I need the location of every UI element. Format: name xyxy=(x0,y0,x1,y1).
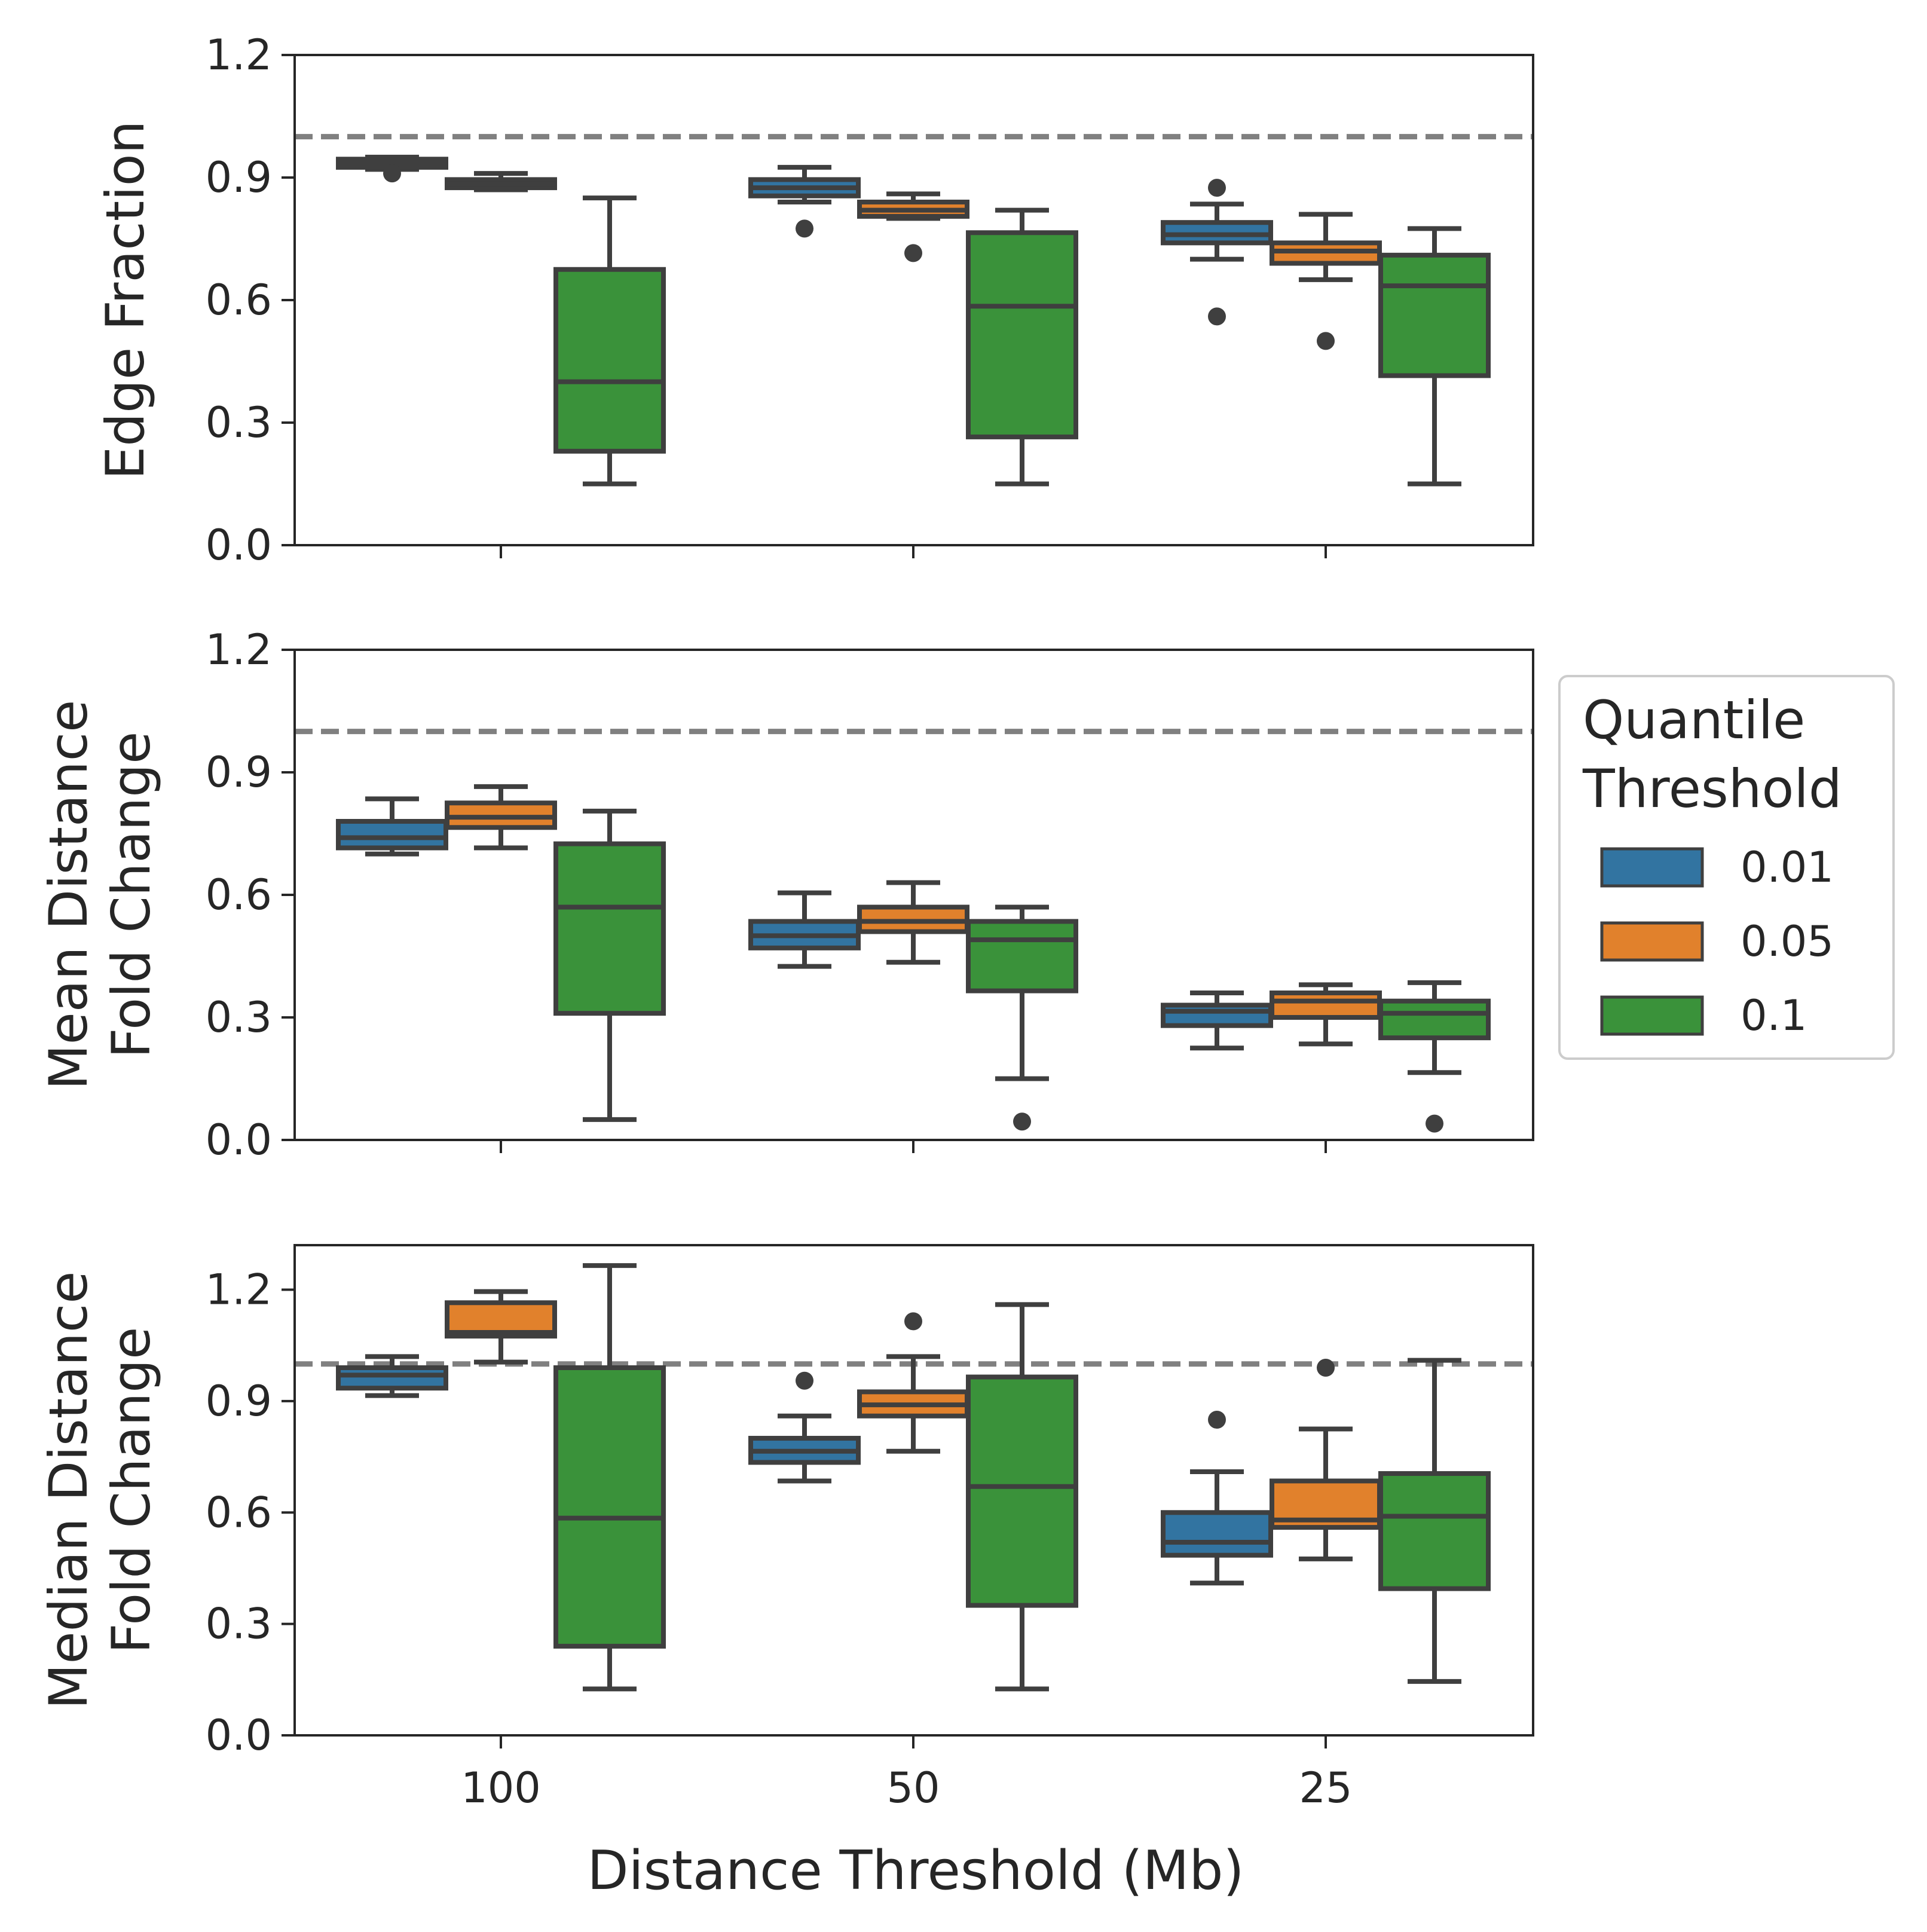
box-body xyxy=(553,267,666,454)
box-0.05-100 xyxy=(445,1289,557,1365)
x-axis-label: Distance Threshold (Mb) xyxy=(587,1839,1244,1902)
legend-swatch xyxy=(1600,995,1704,1036)
box-0.1-25 xyxy=(1378,980,1491,1133)
outlier-point xyxy=(1208,179,1226,197)
box-body xyxy=(1378,252,1491,378)
y-tick-label: 1.2 xyxy=(206,625,272,674)
panel-1: 0.0 0.3 0.6 0.9 1.2 Edge Fraction xyxy=(94,30,1534,570)
box-body xyxy=(553,1365,666,1649)
box-0.01-100 xyxy=(336,796,448,857)
y-tick-label: 0.0 xyxy=(206,1711,272,1760)
outlier-point xyxy=(1013,1112,1031,1131)
y-tick-label: 0.0 xyxy=(206,1115,272,1164)
box-0.1-100 xyxy=(553,1263,666,1692)
legend: Quantile Threshold 0.01 0.05 0.1 xyxy=(1558,675,1895,1060)
legend-swatch xyxy=(1600,921,1704,962)
legend-label: 0.1 xyxy=(1741,991,1807,1040)
legend-title: Quantile xyxy=(1583,689,1805,751)
y-tick-label: 0.6 xyxy=(206,870,272,919)
box-body xyxy=(1270,991,1382,1020)
box-0.1-25 xyxy=(1378,226,1491,487)
legend-label: 0.05 xyxy=(1741,917,1834,966)
x-tick-label: 50 xyxy=(886,1763,940,1812)
box-0.1-50 xyxy=(966,904,1078,1131)
y-tick-label: 0.0 xyxy=(206,521,272,570)
box-body xyxy=(1161,1510,1273,1558)
box-body xyxy=(336,1365,448,1391)
outlier-point xyxy=(383,164,401,183)
box-0.05-25 xyxy=(1270,982,1382,1047)
y-tick-label: 0.3 xyxy=(206,993,272,1042)
box-0.01-100 xyxy=(336,1354,448,1398)
y-axis-label: Median Distance xyxy=(38,1271,99,1710)
box-0.05-50 xyxy=(857,880,969,965)
legend-frame xyxy=(1558,675,1895,1060)
box-body xyxy=(966,919,1078,993)
y-tick-label: 0.9 xyxy=(206,748,272,797)
y-tick-label: 0.6 xyxy=(206,1488,272,1537)
x-tick-label: 100 xyxy=(461,1763,541,1812)
outlier-point xyxy=(1317,332,1335,350)
y-axis-label: Fold Change xyxy=(100,1327,162,1654)
panels: 0.0 0.3 0.6 0.9 1.2 Edge Fraction 0.0 0.3 0.6 0.9… xyxy=(38,30,1534,1812)
y-axis-label: Edge Fraction xyxy=(94,121,156,480)
box-0.1-25 xyxy=(1378,1358,1491,1684)
x-tick-label: 25 xyxy=(1299,1763,1352,1812)
box-body xyxy=(966,1374,1078,1608)
box-0.01-50 xyxy=(748,1371,861,1484)
box-0.05-50 xyxy=(857,191,969,262)
legend-title: Threshold xyxy=(1582,758,1842,820)
legend-label: 0.01 xyxy=(1741,843,1834,892)
outlier-point xyxy=(1208,1410,1226,1429)
y-tick-label: 0.3 xyxy=(206,1600,272,1649)
box-0.01-100 xyxy=(336,154,448,183)
box-0.01-50 xyxy=(748,890,861,969)
box-0.05-25 xyxy=(1270,212,1382,350)
box-0.05-50 xyxy=(857,1312,969,1454)
box-0.01-25 xyxy=(1161,1410,1273,1586)
outlier-point xyxy=(1317,1359,1335,1377)
y-tick-label: 0.9 xyxy=(206,153,272,202)
y-axis-label: Mean Distance xyxy=(38,700,99,1090)
outlier-point xyxy=(904,244,922,262)
box-0.01-50 xyxy=(748,164,861,238)
panel-3: 0.0 0.3 0.6 0.9 1.2 100 50 25 Median Distance Fol… xyxy=(38,1244,1534,1812)
box-body xyxy=(966,230,1078,439)
legend-swatch xyxy=(1600,847,1704,888)
y-tick-label: 1.2 xyxy=(206,30,272,80)
box-body xyxy=(1378,998,1491,1041)
y-tick-label: 0.3 xyxy=(206,398,272,447)
outlier-point xyxy=(796,1371,813,1390)
box-body xyxy=(553,841,666,1016)
box-0.1-50 xyxy=(966,1302,1078,1692)
outlier-point xyxy=(1208,307,1226,326)
y-tick-label: 0.9 xyxy=(206,1377,272,1426)
box-0.01-25 xyxy=(1161,179,1273,326)
outlier-point xyxy=(1426,1114,1443,1133)
box-body xyxy=(1161,1002,1273,1028)
box-0.1-50 xyxy=(966,207,1078,487)
outlier-point xyxy=(796,219,813,238)
box-body xyxy=(1378,1471,1491,1591)
box-0.1-100 xyxy=(553,195,666,487)
y-tick-label: 0.6 xyxy=(206,276,272,325)
box-0.05-100 xyxy=(445,784,557,851)
panel-2: 0.0 0.3 0.6 0.9 1.2 Mean Distance Fold Change xyxy=(38,625,1534,1164)
box-body xyxy=(336,819,448,851)
outlier-point xyxy=(904,1312,922,1331)
box-0.05-100 xyxy=(445,171,557,192)
box-0.05-25 xyxy=(1270,1359,1382,1561)
y-axis-label: Fold Change xyxy=(100,732,162,1059)
box-0.1-100 xyxy=(553,808,666,1122)
y-tick-label: 1.2 xyxy=(206,1265,272,1315)
